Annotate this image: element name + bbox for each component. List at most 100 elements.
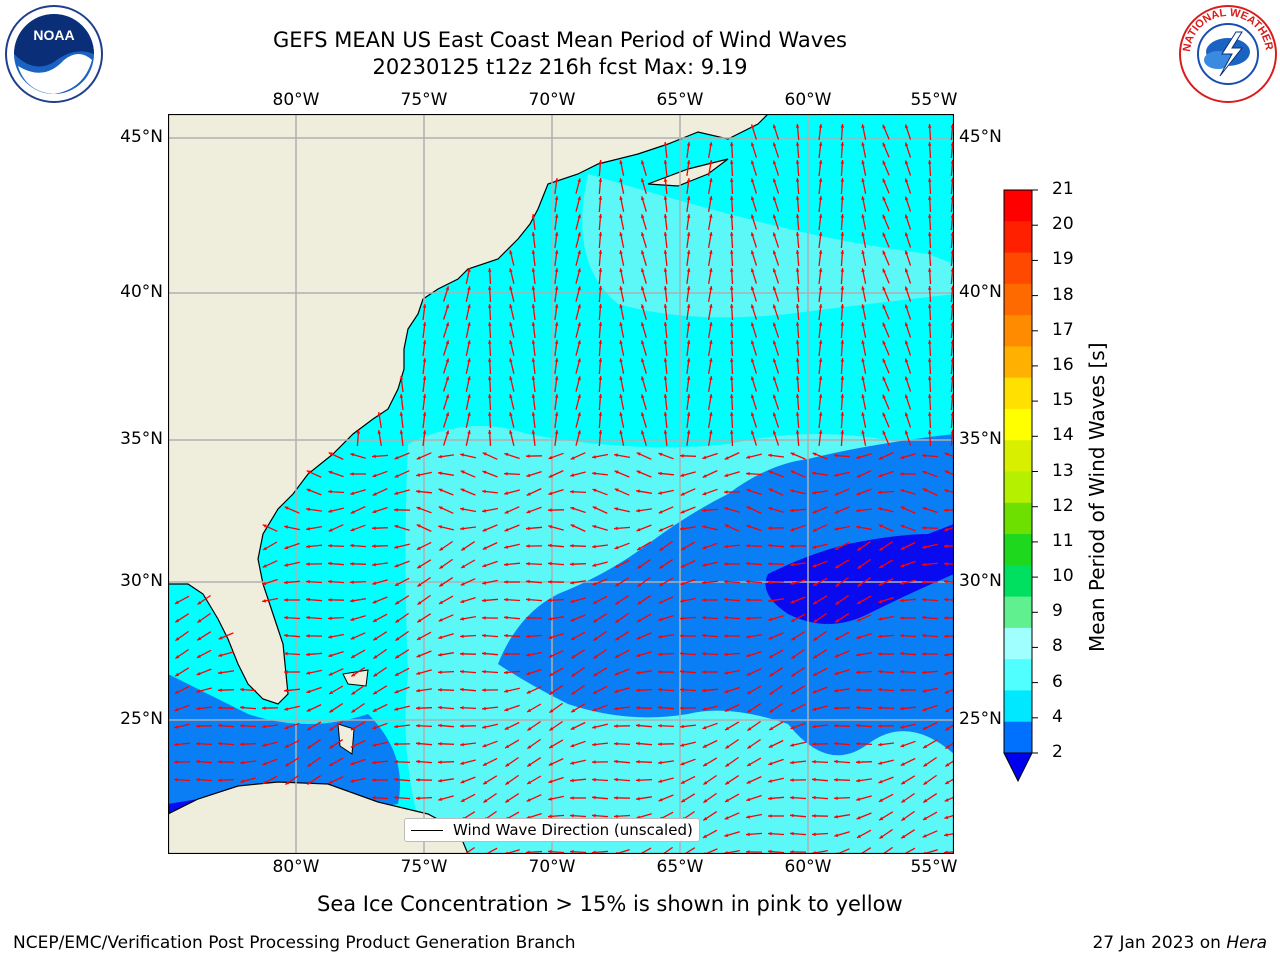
wind-wave-arrow <box>548 739 564 749</box>
wind-wave-arrow <box>262 578 278 586</box>
wind-wave-arrow <box>900 541 916 551</box>
footer-host: Hera <box>1226 933 1267 953</box>
wind-wave-arrow <box>922 793 938 803</box>
wind-wave-arrow <box>487 285 492 303</box>
wind-wave-arrow <box>882 142 890 158</box>
lat-tick-left-40n: 40°N <box>120 282 163 302</box>
wind-wave-arrow <box>723 579 741 584</box>
wind-wave-arrow <box>680 541 696 551</box>
wind-wave-arrow <box>487 393 492 411</box>
wind-wave-arrow <box>505 756 519 768</box>
wind-wave-arrow <box>900 489 916 495</box>
wind-wave-arrow <box>306 686 322 694</box>
wind-wave-arrow <box>818 214 823 230</box>
wind-wave-arrow <box>943 832 954 837</box>
wind-wave-arrow <box>615 612 629 624</box>
wind-wave-arrow <box>350 489 366 495</box>
wind-wave-arrow <box>818 286 823 302</box>
wind-wave-arrow <box>904 124 912 140</box>
wind-wave-arrow <box>197 594 211 606</box>
wind-wave-arrow <box>812 471 828 476</box>
wind-wave-arrow <box>834 688 850 693</box>
wind-wave-arrow <box>921 633 939 638</box>
wind-wave-arrow <box>482 489 498 494</box>
lat-tick-right-30n: 30°N <box>959 571 1002 591</box>
wind-wave-arrow <box>635 706 653 710</box>
colorbar-label: 14 <box>1052 425 1074 446</box>
colorbar-label: 11 <box>1052 530 1074 551</box>
wind-wave-arrow <box>442 394 450 410</box>
wind-wave-arrow <box>504 506 520 514</box>
wind-wave-arrow <box>641 196 647 212</box>
wind-wave-arrow <box>707 393 713 411</box>
wind-wave-arrow <box>487 411 492 429</box>
wind-wave-arrow <box>882 232 890 248</box>
wind-wave-arrow <box>614 668 630 676</box>
wind-wave-arrow <box>658 760 674 765</box>
colorbar-label: 8 <box>1052 636 1063 657</box>
wind-wave-arrow <box>790 741 806 747</box>
wind-wave-arrow <box>526 488 542 496</box>
wind-wave-arrow <box>882 196 890 212</box>
wind-wave-arrow <box>526 668 542 676</box>
wind-wave-arrow <box>328 757 344 767</box>
wind-wave-arrow <box>635 688 653 692</box>
wind-wave-arrow <box>840 285 845 303</box>
wind-wave-arrow <box>856 595 872 605</box>
wind-wave-arrow <box>465 286 471 302</box>
wind-wave-arrow <box>483 792 497 804</box>
wind-wave-arrow <box>702 561 718 567</box>
wind-wave-arrow <box>922 543 938 549</box>
wind-wave-arrow <box>790 524 806 532</box>
wind-wave-arrow <box>554 376 559 392</box>
wind-wave-arrow <box>729 267 734 285</box>
wind-wave-arrow <box>923 774 937 786</box>
wind-wave-arrow <box>504 652 520 656</box>
wind-wave-arrow <box>393 795 411 800</box>
colorbar-swatch <box>1004 221 1032 254</box>
wind-wave-arrow <box>724 775 740 785</box>
lon-tick-top-55w: 55°W <box>910 90 958 110</box>
wind-wave-arrow <box>460 759 476 765</box>
wind-wave-arrow <box>438 614 454 622</box>
wind-wave-arrow <box>399 412 404 428</box>
wind-wave-arrow <box>833 796 851 800</box>
wind-wave-arrow <box>377 429 382 447</box>
wind-wave-arrow <box>570 580 586 585</box>
wind-wave-arrow <box>284 757 300 767</box>
wind-wave-arrow <box>922 830 938 838</box>
wind-wave-arrow <box>686 268 691 284</box>
wind-wave-arrow <box>504 793 520 803</box>
wind-wave-arrow <box>899 472 917 476</box>
wind-wave-arrow <box>547 598 565 603</box>
wind-wave-arrow <box>635 723 653 728</box>
wind-wave-arrow <box>350 524 366 532</box>
wind-wave-arrow <box>422 412 427 428</box>
wind-wave-arrow <box>878 559 894 569</box>
wind-wave-arrow <box>944 796 954 802</box>
wind-wave-arrow <box>769 702 783 714</box>
wind-wave-arrow <box>569 813 587 818</box>
wind-wave-arrow <box>878 776 894 784</box>
wind-wave-arrow <box>818 358 823 374</box>
wind-wave-arrow <box>481 616 499 620</box>
wind-wave-arrow <box>284 705 300 711</box>
wind-wave-arrow <box>899 669 917 674</box>
wind-wave-arrow <box>635 489 653 494</box>
wind-wave-arrow <box>284 670 300 674</box>
wind-wave-arrow <box>945 741 954 750</box>
wind-wave-arrow <box>575 250 581 266</box>
wind-wave-arrow <box>663 213 668 231</box>
wind-wave-arrow <box>745 832 763 837</box>
wind-wave-arrow <box>526 506 542 514</box>
wind-wave-arrow <box>904 196 912 212</box>
wind-wave-arrow <box>614 488 630 496</box>
wind-wave-arrow <box>641 286 647 302</box>
wind-wave-arrow <box>702 722 718 730</box>
wind-wave-arrow <box>927 339 932 357</box>
wind-wave-arrow <box>422 358 427 374</box>
wind-wave-arrow <box>422 304 427 320</box>
wind-wave-arrow <box>465 376 471 392</box>
wind-wave-arrow <box>686 196 691 212</box>
colorbar-swatch <box>1004 659 1032 691</box>
